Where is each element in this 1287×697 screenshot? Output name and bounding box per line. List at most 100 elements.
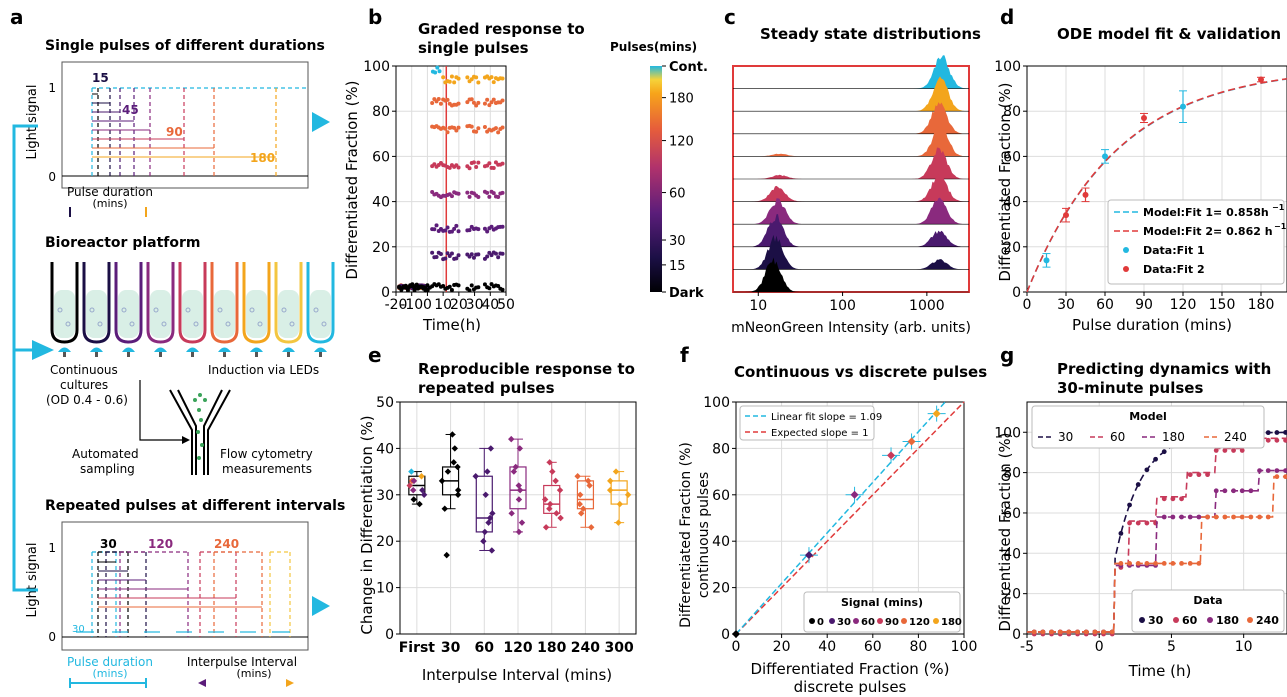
bubble bbox=[281, 307, 287, 313]
data-point bbox=[454, 128, 459, 133]
data-point bbox=[469, 252, 474, 257]
data-point bbox=[447, 79, 452, 84]
y-tick-label: 50 bbox=[376, 395, 394, 411]
panel-c: c Steady state distributions 10 100 1000 m… bbox=[724, 5, 981, 336]
data-point bbox=[557, 514, 564, 522]
repeated-pulses-title: Repeated pulses at different intervals bbox=[45, 498, 345, 514]
bubble bbox=[65, 321, 71, 327]
x-tick-label: 150 bbox=[1209, 297, 1236, 313]
data-point bbox=[472, 473, 479, 480]
x-tick-label: 60 bbox=[475, 640, 495, 656]
data-point bbox=[1196, 514, 1202, 520]
panel-f-xlabel-line2: discrete pulses bbox=[794, 678, 907, 696]
data-point bbox=[469, 283, 474, 288]
colorbar-label: 15 bbox=[669, 259, 686, 274]
interpulse-arrow-right bbox=[286, 679, 294, 687]
legend-f-top: Linear fit slope = 1.09 Expected slope = … bbox=[739, 405, 882, 441]
data-point bbox=[1222, 488, 1228, 494]
small-30-label: 30 bbox=[72, 624, 85, 635]
x-tick-label: 90 bbox=[1135, 297, 1153, 313]
legend-label: 0 bbox=[817, 617, 824, 628]
y-tick-label: 0 bbox=[381, 285, 390, 301]
data-point bbox=[445, 97, 450, 102]
signal-legend-title: Signal (mins) bbox=[841, 596, 923, 609]
fit2-point bbox=[1063, 212, 1069, 219]
data-point bbox=[1187, 560, 1193, 566]
data-point bbox=[578, 510, 585, 517]
data-point bbox=[487, 445, 495, 452]
legend-superscript: −1 bbox=[1274, 222, 1287, 231]
data-point bbox=[508, 510, 515, 517]
axes-frame bbox=[1026, 65, 1287, 293]
data-point bbox=[500, 251, 505, 256]
panel-e-title-line2: repeated pulses bbox=[418, 379, 555, 397]
data-point bbox=[454, 491, 462, 498]
data-point bbox=[432, 227, 437, 232]
x-tick-label: 10 bbox=[1235, 639, 1253, 655]
data-point bbox=[500, 161, 505, 166]
panel-d-title: ODE model fit & validation bbox=[1057, 25, 1281, 43]
histogram-row bbox=[733, 76, 969, 112]
axes-frame bbox=[399, 401, 637, 635]
data-point bbox=[576, 500, 583, 508]
legend-swatch bbox=[1123, 266, 1129, 272]
data-point bbox=[516, 486, 524, 494]
x-tick-label: 300 bbox=[605, 640, 634, 656]
tube-liquid bbox=[86, 290, 107, 338]
axes-frame bbox=[1026, 401, 1287, 635]
x-tick-label: 20 bbox=[450, 297, 468, 313]
light-signal-label-top: Light signal bbox=[25, 84, 40, 159]
bubble bbox=[89, 307, 95, 313]
x-tick-label: -10 bbox=[400, 297, 423, 313]
data-point bbox=[476, 227, 481, 232]
panel-g: g Predicting dynamics with 30-minute pul… bbox=[994, 343, 1287, 680]
data-point bbox=[449, 194, 454, 199]
plot-area-c: 10 100 1000 bbox=[732, 55, 970, 314]
data-point bbox=[450, 459, 457, 466]
data-point bbox=[500, 287, 505, 292]
data-point bbox=[485, 229, 490, 234]
data-point bbox=[1066, 629, 1072, 635]
data-point bbox=[410, 282, 415, 287]
data-point bbox=[1118, 560, 1124, 566]
data-point bbox=[482, 491, 489, 498]
data-point bbox=[1057, 629, 1063, 635]
x-tick-label: 0 bbox=[1023, 297, 1032, 313]
data-point bbox=[474, 129, 479, 134]
legend-swatch bbox=[1207, 617, 1213, 623]
data-point bbox=[456, 101, 461, 106]
data-point bbox=[487, 161, 492, 166]
data-point bbox=[399, 287, 404, 292]
x-tick-label: 10 bbox=[749, 298, 767, 314]
interval-label-30: 30 bbox=[100, 537, 117, 551]
fit2-point bbox=[1258, 76, 1264, 83]
bubble bbox=[121, 307, 127, 313]
interpulse-interval-label: Interpulse Interval bbox=[187, 655, 297, 669]
signal-legend: Signal (mins) 0 30 60 90 120 180 bbox=[803, 591, 962, 633]
tube-liquid bbox=[150, 290, 171, 338]
data-point bbox=[469, 124, 474, 129]
data-point bbox=[1283, 430, 1287, 435]
sampling-funnel bbox=[169, 389, 231, 475]
data-point bbox=[932, 409, 941, 418]
data-point bbox=[516, 445, 524, 452]
data-point bbox=[491, 166, 496, 171]
panel-c-title: Steady state distributions bbox=[760, 25, 981, 43]
data-point bbox=[1274, 437, 1280, 443]
panel-a: a Single pulses of different durations L… bbox=[10, 5, 345, 688]
bubble bbox=[161, 321, 167, 327]
data-point bbox=[456, 229, 461, 234]
y-tick-label: 100 bbox=[994, 59, 1021, 75]
data-point bbox=[449, 288, 454, 293]
tube-outline bbox=[274, 262, 303, 344]
led bbox=[282, 347, 295, 352]
tube-outline bbox=[178, 262, 207, 344]
data-point bbox=[410, 477, 418, 485]
legend-label: Model:Fit 1= 0.858h bbox=[1143, 206, 1269, 219]
panel-letter-b: b bbox=[368, 5, 382, 29]
data-point bbox=[467, 166, 472, 171]
sampling-label: sampling bbox=[80, 462, 135, 476]
data-point bbox=[454, 486, 462, 494]
fit1-point bbox=[1102, 153, 1108, 160]
expected-slope-line bbox=[735, 401, 965, 635]
